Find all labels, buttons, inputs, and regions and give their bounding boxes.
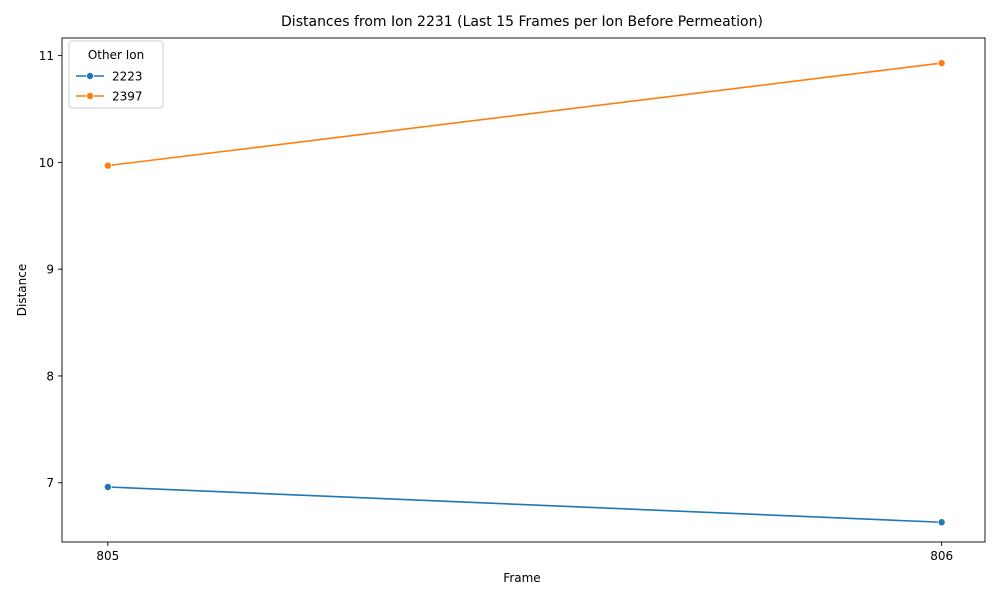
y-tick-label: 7 [46, 476, 54, 490]
y-tick-label: 8 [46, 369, 54, 383]
legend-box [68, 40, 164, 109]
y-tick-label: 9 [46, 263, 54, 277]
y-tick-label: 11 [39, 49, 54, 63]
y-axis-label: Distance [15, 264, 29, 316]
y-tick-label: 10 [39, 156, 54, 170]
x-tick-label: 805 [96, 549, 119, 563]
legend: Other Ion 2223 2397 [68, 40, 164, 109]
plot-background [62, 38, 985, 542]
y-axis-ticks: 7 8 9 10 11 [39, 49, 62, 490]
x-tick-label: 806 [930, 549, 953, 563]
data-point-2397 [103, 161, 112, 170]
legend-marker-2397 [86, 92, 95, 101]
plot-area [61, 37, 986, 543]
legend-label-2397: 2397 [112, 90, 143, 104]
data-point-2223 [937, 518, 946, 527]
series-line-2397 [107, 62, 942, 167]
series-line-2223 [107, 486, 942, 524]
series-layer [103, 59, 946, 527]
chart-title: Distances from Ion 2231 (Last 15 Frames … [281, 14, 763, 30]
x-axis-ticks: 805 806 [96, 542, 953, 563]
data-point-2223 [103, 483, 112, 492]
legend-label-2223: 2223 [112, 70, 143, 84]
x-axis-label: Frame [503, 571, 540, 585]
legend-title: Other Ion [88, 48, 144, 62]
legend-marker-2223 [86, 72, 95, 81]
plot-frame [61, 37, 986, 543]
legend-entries: 2223 2397 [76, 70, 143, 104]
data-point-2397 [937, 59, 946, 68]
